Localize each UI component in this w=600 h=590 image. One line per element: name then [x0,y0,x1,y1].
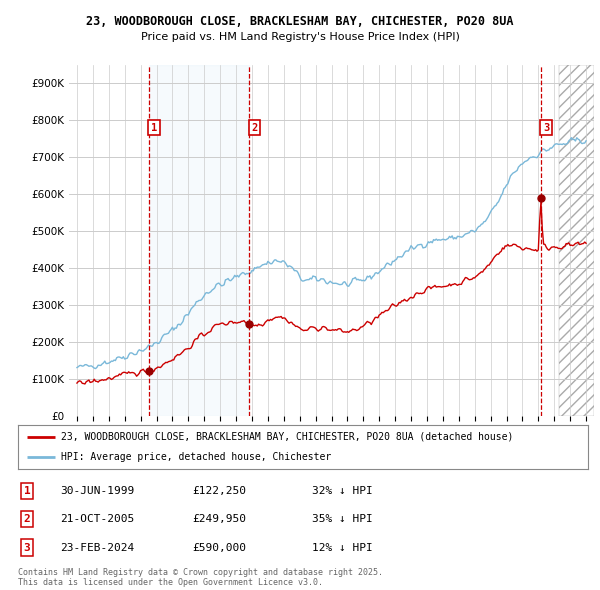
Text: 35% ↓ HPI: 35% ↓ HPI [312,514,373,524]
Text: £590,000: £590,000 [192,543,246,552]
Text: £249,950: £249,950 [192,514,246,524]
Text: Price paid vs. HM Land Registry's House Price Index (HPI): Price paid vs. HM Land Registry's House … [140,32,460,42]
Text: 2: 2 [23,514,31,524]
Text: 12% ↓ HPI: 12% ↓ HPI [312,543,373,552]
Text: 1: 1 [23,486,31,496]
Text: 21-OCT-2005: 21-OCT-2005 [60,514,134,524]
Text: 30-JUN-1999: 30-JUN-1999 [60,486,134,496]
Text: 32% ↓ HPI: 32% ↓ HPI [312,486,373,496]
Text: HPI: Average price, detached house, Chichester: HPI: Average price, detached house, Chic… [61,452,331,462]
Text: 23, WOODBOROUGH CLOSE, BRACKLESHAM BAY, CHICHESTER, PO20 8UA (detached house): 23, WOODBOROUGH CLOSE, BRACKLESHAM BAY, … [61,432,513,442]
Bar [149,65,249,416]
Text: Contains HM Land Registry data © Crown copyright and database right 2025.
This d: Contains HM Land Registry data © Crown c… [18,568,383,587]
Text: £122,250: £122,250 [192,486,246,496]
Text: 3: 3 [543,123,550,133]
Text: 23, WOODBOROUGH CLOSE, BRACKLESHAM BAY, CHICHESTER, PO20 8UA: 23, WOODBOROUGH CLOSE, BRACKLESHAM BAY, … [86,15,514,28]
Text: 2: 2 [251,123,257,133]
Text: 1: 1 [151,123,157,133]
Text: 23-FEB-2024: 23-FEB-2024 [60,543,134,552]
Text: 3: 3 [23,543,31,552]
